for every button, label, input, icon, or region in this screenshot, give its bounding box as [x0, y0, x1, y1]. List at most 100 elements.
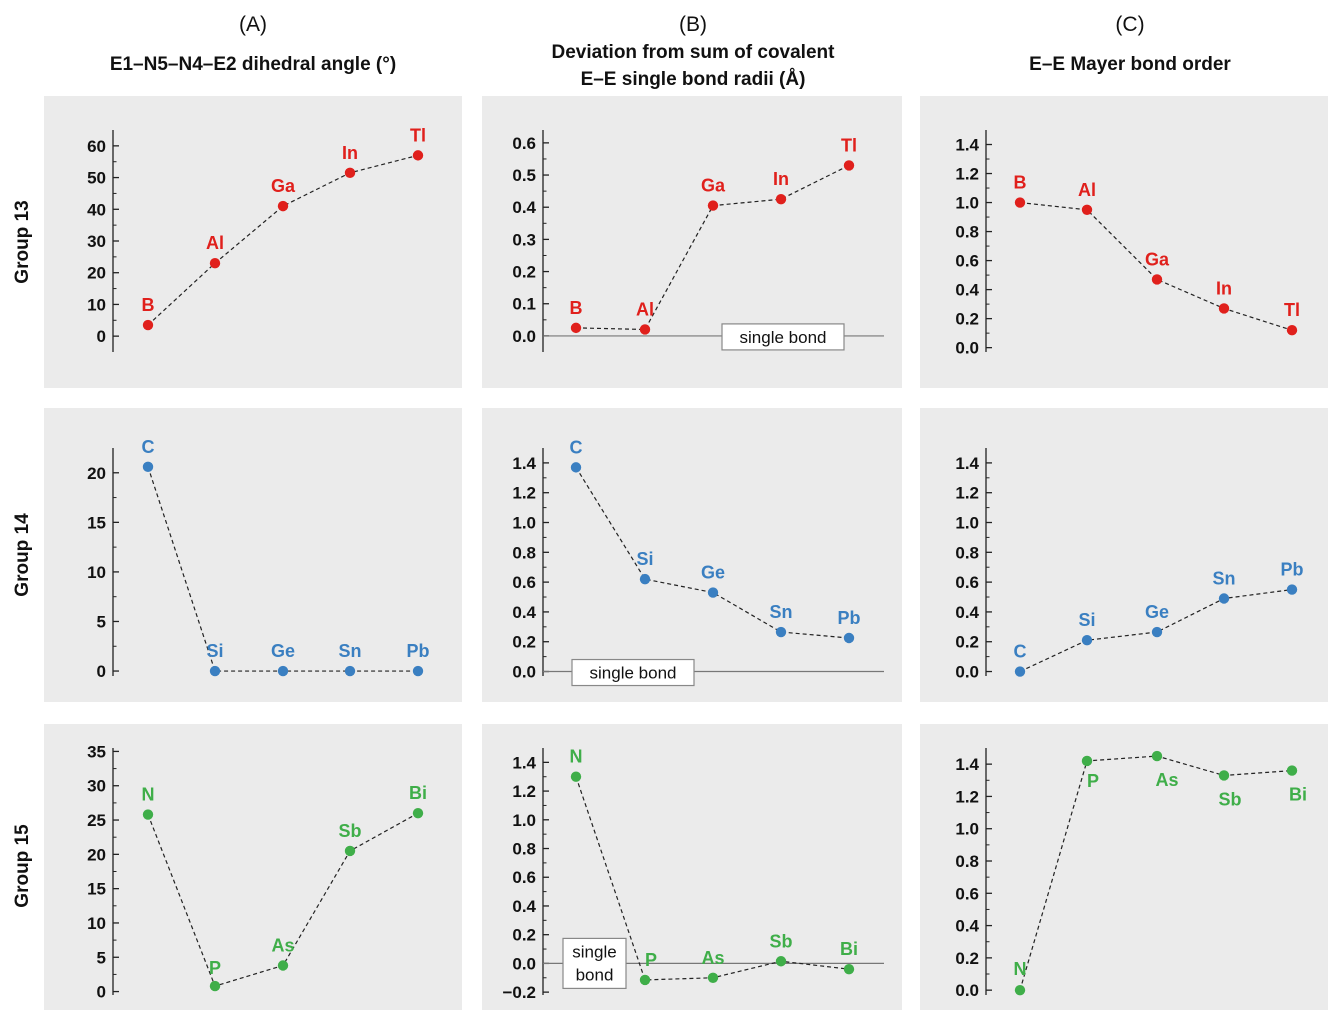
data-point-si	[639, 573, 651, 585]
y-tick-label: 20	[87, 464, 106, 483]
y-tick-label: 0.6	[955, 252, 979, 271]
data-point-b	[1014, 197, 1026, 208]
row-group-14-label: Group 14	[12, 513, 33, 597]
y-tick-label: 0.1	[512, 295, 536, 314]
panel-background	[920, 408, 1328, 702]
point-label-b: B	[142, 295, 155, 315]
data-point-n	[570, 771, 582, 782]
y-tick-label: 0.2	[512, 633, 536, 652]
y-tick-label: 5	[97, 612, 106, 631]
data-point-pb	[412, 665, 424, 677]
panel-background	[44, 408, 462, 702]
y-tick-label: 0.6	[512, 868, 536, 887]
point-label-in: In	[1216, 278, 1232, 298]
data-point-b	[570, 322, 582, 334]
y-tick-label: 1.4	[955, 136, 979, 155]
y-tick-label: 0.8	[512, 543, 536, 562]
y-tick-label: 0.0	[955, 981, 979, 1000]
y-tick-label: 0.4	[512, 897, 536, 916]
point-label-as: As	[701, 948, 724, 968]
y-tick-label: 0.6	[955, 884, 979, 903]
y-tick-label: 0.0	[512, 663, 536, 682]
panel-background	[482, 408, 902, 702]
y-tick-label: 1.0	[955, 820, 979, 839]
y-tick-label: 40	[87, 200, 106, 219]
y-tick-label: 0	[97, 662, 106, 681]
point-label-ga: Ga	[271, 176, 296, 196]
y-tick-label: 0.0	[955, 339, 979, 358]
point-label-b: B	[1014, 173, 1027, 193]
y-tick-label: 1.0	[512, 514, 536, 533]
data-point-as	[1151, 750, 1163, 762]
reference-label: single bond	[590, 664, 677, 683]
y-tick-label: 10	[87, 563, 106, 582]
point-label-pb: Pb	[406, 641, 429, 661]
y-tick-label: 0.8	[512, 840, 536, 859]
data-point-sn	[775, 626, 787, 638]
point-label-p: P	[645, 950, 657, 970]
point-label-bi: Bi	[840, 939, 858, 959]
y-tick-label: 0.8	[955, 223, 979, 242]
data-point-p	[209, 980, 221, 992]
point-label-b: B	[570, 298, 583, 318]
point-label-c: C	[1014, 642, 1027, 662]
data-point-sb	[775, 956, 787, 967]
point-label-p: P	[1087, 771, 1099, 791]
y-tick-label: 1.2	[955, 787, 979, 806]
data-point-b	[142, 319, 154, 331]
point-label-ge: Ge	[1145, 602, 1169, 622]
y-tick-label: 0.2	[955, 633, 979, 652]
y-tick-label: 0.2	[512, 926, 536, 945]
point-label-ge: Ge	[271, 641, 295, 661]
reference-label: single bond	[740, 328, 827, 347]
y-tick-label: 5	[97, 948, 106, 967]
y-tick-label: 0.4	[955, 281, 979, 300]
y-tick-label: 0.5	[512, 166, 536, 185]
data-point-as	[277, 960, 289, 971]
point-label-sn: Sn	[769, 602, 792, 622]
data-point-ga	[1151, 274, 1163, 285]
point-label-n: N	[570, 747, 583, 767]
y-tick-label: 0.4	[512, 198, 536, 217]
point-label-sb: Sb	[1218, 789, 1241, 809]
data-point-as	[707, 972, 719, 983]
point-label-in: In	[773, 169, 789, 189]
point-label-c: C	[142, 437, 155, 457]
data-point-bi	[843, 963, 855, 975]
point-label-sb: Sb	[769, 931, 792, 951]
y-tick-label: 0	[97, 983, 106, 1002]
data-point-bi	[1286, 765, 1298, 776]
y-tick-label: 60	[87, 137, 106, 156]
column-c-letter: (C)	[1115, 13, 1144, 36]
y-tick-label: 0.0	[512, 954, 536, 973]
y-tick-label: 35	[87, 742, 106, 761]
y-tick-label: 1.2	[955, 484, 979, 503]
reference-label: bond	[576, 965, 614, 984]
panel-background	[44, 724, 462, 1010]
data-point-ge	[1151, 626, 1163, 638]
reference-label-box	[721, 323, 845, 351]
point-label-ga: Ga	[1145, 249, 1170, 269]
point-label-al: Al	[1078, 180, 1096, 200]
column-b-title-line-1: Deviation from sum of covalent	[552, 42, 836, 63]
y-tick-label: 0.2	[955, 310, 979, 329]
y-tick-label: 0.0	[955, 663, 979, 682]
data-point-bi	[412, 807, 424, 819]
y-tick-label: 15	[87, 513, 106, 532]
data-point-p	[639, 974, 651, 986]
data-point-in	[344, 167, 356, 179]
data-point-in	[775, 193, 787, 205]
y-tick-label: 0.4	[512, 603, 536, 622]
series-line	[1019, 201, 1293, 331]
point-label-sn: Sn	[338, 641, 361, 661]
y-tick-label: 1.4	[955, 755, 979, 774]
point-label-sn: Sn	[1212, 569, 1235, 589]
y-tick-label: 0	[97, 327, 106, 346]
reference-label-box	[562, 937, 627, 990]
panel-A-13: 0 10 20 30 40 50 60 B Al Ga In Tl	[44, 96, 462, 388]
data-point-in	[1218, 303, 1230, 314]
y-tick-label: 30	[87, 777, 106, 796]
data-point-al	[639, 324, 651, 335]
data-point-al	[1081, 204, 1093, 216]
